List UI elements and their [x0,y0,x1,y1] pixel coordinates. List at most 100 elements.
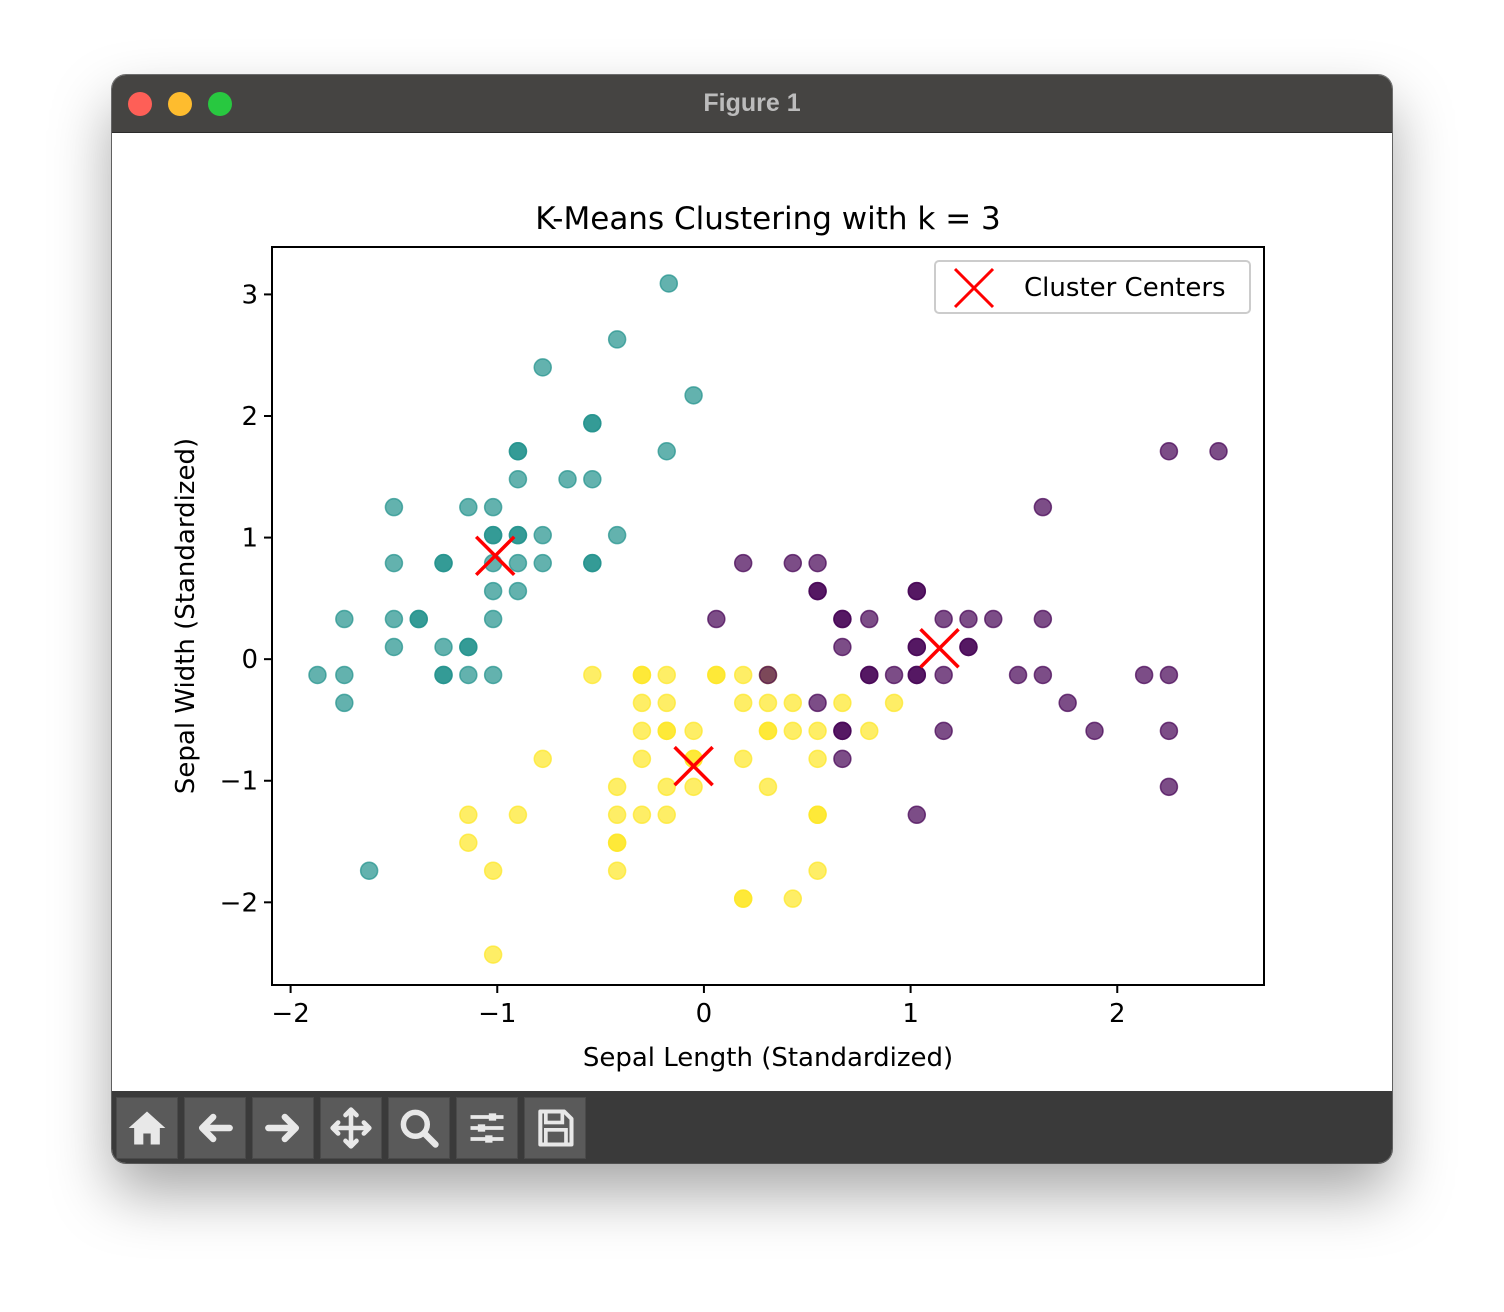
data-point-cluster-2 [509,806,526,823]
data-point-cluster-1 [336,611,353,628]
data-point-cluster-0 [908,666,925,683]
home-button[interactable] [116,1097,178,1159]
data-point-cluster-2 [534,750,551,767]
data-point-cluster-1 [534,555,551,572]
data-point-cluster-1 [385,555,402,572]
data-point-cluster-1 [509,443,526,460]
data-point-cluster-2 [485,946,502,963]
scatter-chart[interactable]: K-Means Clustering with k = 3 −2−1012 −2… [112,133,1392,1091]
data-point-cluster-1 [584,471,601,488]
data-point-cluster-0 [1034,499,1051,516]
data-point-cluster-2 [485,862,502,879]
data-point-cluster-0 [1034,611,1051,628]
data-point-cluster-0 [908,639,925,656]
x-axis: −2−1012 [271,985,1125,1029]
data-point-cluster-0 [1210,443,1227,460]
legend: Cluster Centers [935,261,1250,313]
data-point-cluster-2 [460,806,477,823]
data-point-cluster-2 [735,750,752,767]
data-point-cluster-0 [760,666,777,683]
legend-label: Cluster Centers [1024,273,1226,303]
data-point-cluster-2 [460,834,477,851]
data-point-cluster-2 [609,778,626,795]
data-point-cluster-0 [1160,443,1177,460]
data-point-cluster-0 [809,583,826,600]
data-point-cluster-1 [559,471,576,488]
save-button[interactable] [524,1097,586,1159]
data-point-cluster-2 [658,694,675,711]
configure-subplots-button[interactable] [456,1097,518,1159]
data-point-cluster-0 [809,555,826,572]
data-point-cluster-1 [385,611,402,628]
zoom-button[interactable] [388,1097,450,1159]
figure-window: Figure 1 K-Means Clustering with k = 3 −… [112,75,1392,1163]
data-point-cluster-0 [784,555,801,572]
data-point-cluster-1 [410,611,427,628]
figure-canvas[interactable]: K-Means Clustering with k = 3 −2−1012 −2… [112,133,1392,1091]
data-point-cluster-2 [834,694,851,711]
data-point-cluster-0 [1010,666,1027,683]
data-point-cluster-0 [886,666,903,683]
data-point-cluster-0 [935,666,952,683]
data-point-cluster-0 [1160,666,1177,683]
data-point-cluster-0 [935,722,952,739]
x-tick-label: 0 [696,999,713,1029]
title-bar[interactable]: Figure 1 [112,75,1392,133]
data-point-cluster-0 [1160,722,1177,739]
data-point-cluster-2 [685,778,702,795]
data-point-cluster-0 [735,555,752,572]
data-point-cluster-0 [834,639,851,656]
y-tick-label: 0 [241,645,258,675]
x-tick-label: −1 [478,999,516,1029]
data-point-cluster-1 [485,527,502,544]
sliders-icon [465,1106,509,1150]
data-point-cluster-0 [1086,722,1103,739]
data-point-cluster-2 [784,890,801,907]
data-point-cluster-1 [660,275,677,292]
data-point-cluster-0 [861,666,878,683]
data-point-cluster-0 [861,611,878,628]
data-point-cluster-2 [633,722,650,739]
data-point-cluster-1 [485,499,502,516]
move-icon [329,1106,373,1150]
data-point-cluster-0 [1160,778,1177,795]
data-point-cluster-2 [609,806,626,823]
x-tick-label: 1 [902,999,919,1029]
data-point-cluster-0 [960,639,977,656]
data-point-cluster-1 [361,862,378,879]
data-point-cluster-1 [435,666,452,683]
data-point-cluster-1 [460,639,477,656]
data-point-cluster-0 [1059,694,1076,711]
data-point-cluster-1 [534,359,551,376]
data-point-cluster-1 [385,499,402,516]
data-point-cluster-2 [708,666,725,683]
data-point-cluster-0 [935,611,952,628]
data-point-cluster-2 [809,806,826,823]
data-point-cluster-0 [834,750,851,767]
forward-button[interactable] [252,1097,314,1159]
data-point-cluster-2 [809,862,826,879]
data-point-cluster-2 [861,722,878,739]
y-tick-label: −2 [220,888,258,918]
pan-button[interactable] [320,1097,382,1159]
data-point-cluster-1 [534,527,551,544]
data-point-cluster-2 [633,694,650,711]
data-point-cluster-0 [834,611,851,628]
back-button[interactable] [184,1097,246,1159]
arrow-right-icon [261,1106,305,1150]
data-point-cluster-0 [834,722,851,739]
data-point-cluster-1 [485,666,502,683]
data-point-cluster-1 [435,555,452,572]
data-point-cluster-2 [760,778,777,795]
y-tick-label: −1 [220,767,258,797]
data-point-cluster-2 [609,834,626,851]
data-point-cluster-1 [385,639,402,656]
home-icon [125,1106,169,1150]
data-point-cluster-2 [609,862,626,879]
data-point-cluster-1 [309,666,326,683]
arrow-left-icon [193,1106,237,1150]
x-axis-label: Sepal Length (Standardized) [583,1043,953,1073]
data-point-cluster-2 [784,694,801,711]
data-point-cluster-1 [609,331,626,348]
data-point-cluster-2 [735,890,752,907]
